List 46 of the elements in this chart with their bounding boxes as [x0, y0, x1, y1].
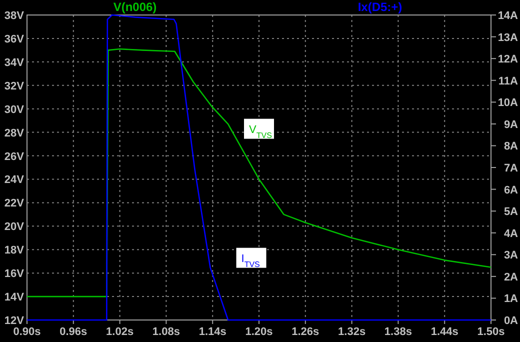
annotation: V$_{TVS}$: [249, 124, 272, 140]
x-tick-label: 1.38s: [384, 326, 412, 338]
line-series: [26, 48, 492, 298]
y-tick-label: 18V: [4, 244, 25, 257]
y-tick-label: 22V: [4, 198, 25, 210]
y2-tick-label: 5A: [504, 206, 518, 218]
y2-tick-label: 7A: [504, 162, 518, 174]
y2-tick-label: 9A: [504, 118, 518, 131]
x-tick-label: 1.44s: [430, 326, 458, 338]
y-tick-label: 34V: [4, 56, 25, 69]
y2-tick-label: 6A: [504, 184, 518, 196]
x-tick-label: 1.32s: [338, 326, 366, 338]
y2-tick-label: 8A: [504, 140, 518, 153]
x-tick-label: 1.14s: [198, 326, 226, 338]
line-series: [26, 14, 492, 321]
y-tick-label: 30V: [4, 104, 25, 116]
y2-tick-label: 0A: [504, 315, 518, 327]
y-tick-label: 24V: [4, 174, 25, 186]
y-tick-label: 32V: [4, 80, 25, 92]
x-tick-label: 1.02s: [106, 326, 134, 338]
y-tick-label: 36V: [4, 33, 25, 46]
annotation: I$_{TVS}$: [241, 252, 260, 268]
y2-tick-label: 10A: [498, 97, 518, 110]
x-tick-label: 1.20s: [245, 326, 273, 338]
y-tick-label: 28V: [4, 127, 25, 140]
x-tick-label: 1.50s: [477, 326, 505, 338]
y2-tick-label: 12A: [498, 54, 518, 66]
y2-tick-label: 11A: [498, 75, 518, 88]
text: V(n006): [113, 0, 157, 14]
y2-tick-label: 14A: [498, 10, 518, 22]
x-tick-label: 0.90s: [13, 326, 41, 338]
y2-tick-label: 1A: [504, 293, 518, 306]
x-tick-label: 0.96s: [60, 326, 88, 338]
x-tick-label: 1.08s: [152, 326, 180, 338]
y-tick-label: 16V: [4, 268, 25, 280]
y-tick-label: 14V: [4, 292, 25, 304]
y2-tick-label: 13A: [498, 32, 518, 44]
y2-tick-label: 2A: [504, 271, 518, 284]
y-tick-label: 38V: [4, 10, 25, 22]
x-tick-label: 1.26s: [292, 326, 320, 338]
y-tick-label: 26V: [4, 150, 25, 163]
text: Ix(D5:+): [358, 0, 402, 14]
y2-tick-label: 4A: [504, 228, 518, 240]
y2-tick-label: 3A: [504, 250, 518, 262]
y-tick-label: 12V: [4, 315, 25, 327]
y-tick-label: 20V: [4, 221, 25, 234]
